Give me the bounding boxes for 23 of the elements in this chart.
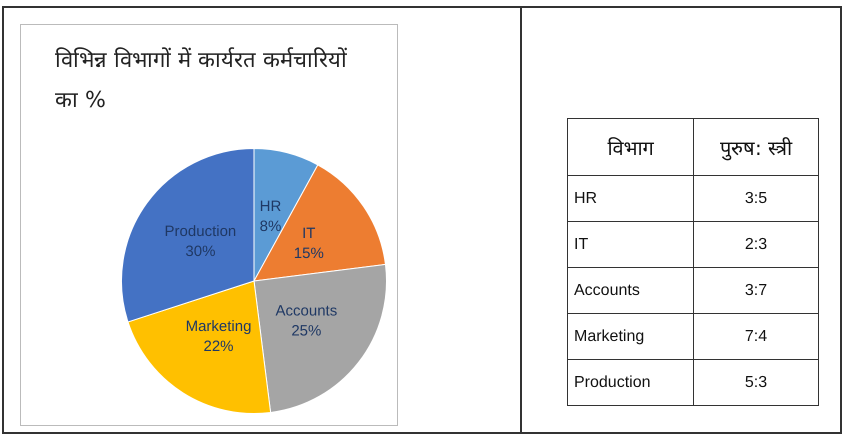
slice-label: IT bbox=[302, 224, 316, 242]
category-label: Production bbox=[568, 360, 694, 406]
category-label: IT bbox=[568, 222, 694, 268]
category-label: Accounts bbox=[568, 268, 694, 314]
text: पुरुष: स्त्री bbox=[694, 118, 818, 176]
category-label: Marketing bbox=[568, 314, 694, 360]
slice-label: HR bbox=[260, 198, 282, 215]
data-label: 22% bbox=[203, 338, 234, 356]
data-label: 15% bbox=[294, 244, 324, 262]
text: 7:4 bbox=[744, 328, 768, 344]
slice-label: Accounts bbox=[275, 302, 338, 320]
text: 2:3 bbox=[744, 236, 768, 252]
slice-label: Marketing bbox=[186, 318, 252, 336]
category-label: HR bbox=[568, 176, 694, 222]
text: 3:7 bbox=[744, 282, 768, 298]
text: 5:3 bbox=[744, 374, 768, 390]
text: 3:5 bbox=[744, 190, 768, 206]
data-label: 25% bbox=[291, 322, 322, 340]
data-label: 8% bbox=[260, 218, 282, 235]
chart-title: विभिन्न विभागों में कार्यरत कर्मचारियों का % bbox=[55, 46, 348, 115]
data-label: 30% bbox=[185, 243, 216, 260]
text: विभाग bbox=[568, 118, 694, 176]
slice-label: Production bbox=[164, 223, 236, 240]
